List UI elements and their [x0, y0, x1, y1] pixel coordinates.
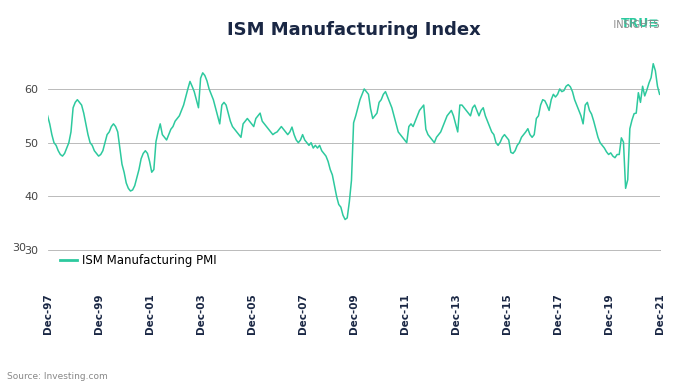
Text: 30: 30 [12, 243, 26, 253]
Text: Source: Investing.com: Source: Investing.com [7, 372, 107, 381]
Text: INSIGHTS: INSIGHTS [604, 20, 660, 29]
Text: TRU≡: TRU≡ [621, 16, 660, 29]
Legend: ISM Manufacturing PMI: ISM Manufacturing PMI [60, 254, 217, 267]
Title: ISM Manufacturing Index: ISM Manufacturing Index [226, 21, 481, 39]
